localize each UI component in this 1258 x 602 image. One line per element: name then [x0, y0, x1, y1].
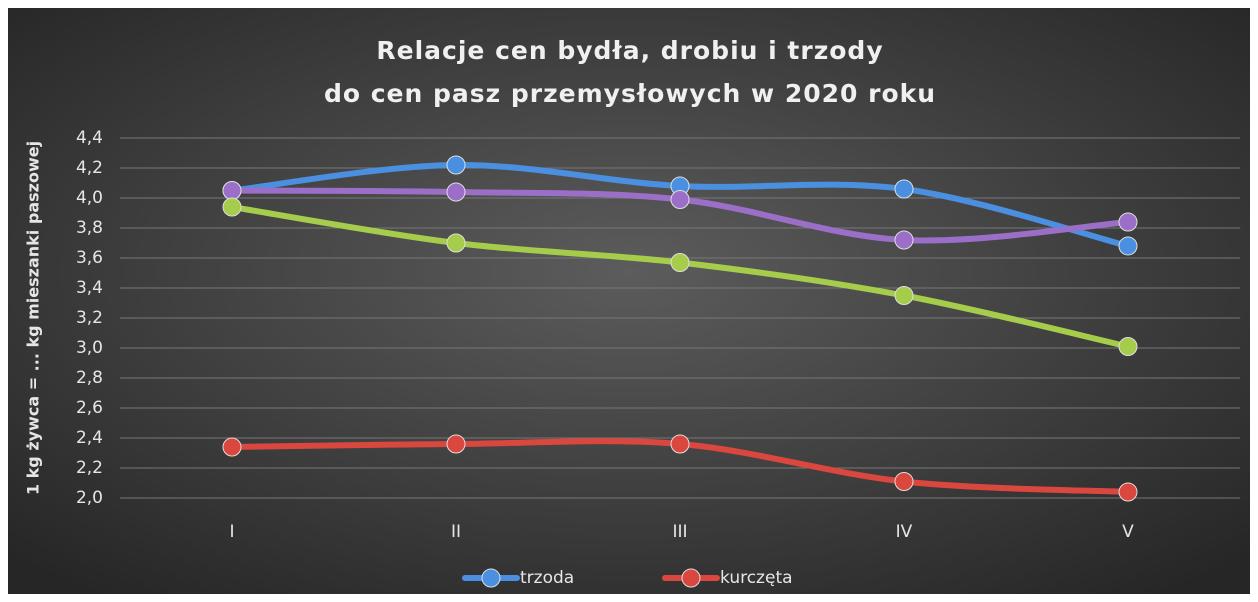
y-tick-label: 4,2 — [76, 158, 103, 178]
y-tick-label: 2,8 — [76, 368, 103, 388]
series-marker — [446, 434, 466, 454]
series-marker — [894, 179, 914, 199]
series-marker — [1118, 236, 1138, 256]
y-tick-label: 4,4 — [76, 128, 103, 148]
chart-background — [8, 8, 1250, 594]
y-tick-label: 3,0 — [76, 338, 103, 358]
series-marker — [1118, 482, 1138, 502]
legend-label: kurczęta — [720, 568, 793, 588]
series-marker — [222, 181, 242, 200]
y-tick-label: 2,2 — [76, 458, 103, 478]
series-marker — [670, 434, 690, 454]
series-marker — [894, 286, 914, 305]
series-marker — [446, 182, 466, 202]
x-tick-label: I — [229, 522, 234, 542]
legend-label: trzoda — [520, 568, 574, 588]
series-marker — [1118, 337, 1138, 356]
series-marker — [1118, 212, 1138, 232]
series-marker — [222, 437, 242, 457]
series-marker — [670, 190, 690, 209]
series-marker — [670, 253, 690, 272]
chart-title: do cen pasz przemysłowych w 2020 roku — [324, 79, 936, 108]
y-tick-label: 2,4 — [76, 428, 103, 448]
y-tick-label: 2,6 — [76, 398, 103, 418]
y-tick-label: 3,6 — [76, 248, 103, 268]
y-tick-label: 4,0 — [76, 188, 103, 208]
series-marker — [894, 472, 914, 491]
x-tick-label: IV — [896, 522, 913, 542]
series-marker — [894, 230, 914, 250]
y-tick-label: 3,4 — [76, 278, 103, 298]
y-tick-label: 2,0 — [76, 488, 103, 508]
x-tick-label: III — [672, 522, 687, 542]
chart-title: Relacje cen bydła, drobiu i trzody — [376, 36, 883, 65]
x-tick-label: V — [1122, 522, 1134, 542]
series-marker — [446, 233, 466, 253]
legend-marker — [681, 568, 701, 588]
x-tick-label: II — [451, 522, 461, 542]
y-tick-label: 3,2 — [76, 308, 103, 328]
y-tick-label: 3,8 — [76, 218, 103, 238]
series-marker — [446, 155, 466, 175]
series-marker — [222, 197, 242, 217]
legend-marker — [481, 568, 501, 588]
y-axis-label: 1 kg żywca = ... kg mieszanki paszowej — [24, 141, 43, 495]
